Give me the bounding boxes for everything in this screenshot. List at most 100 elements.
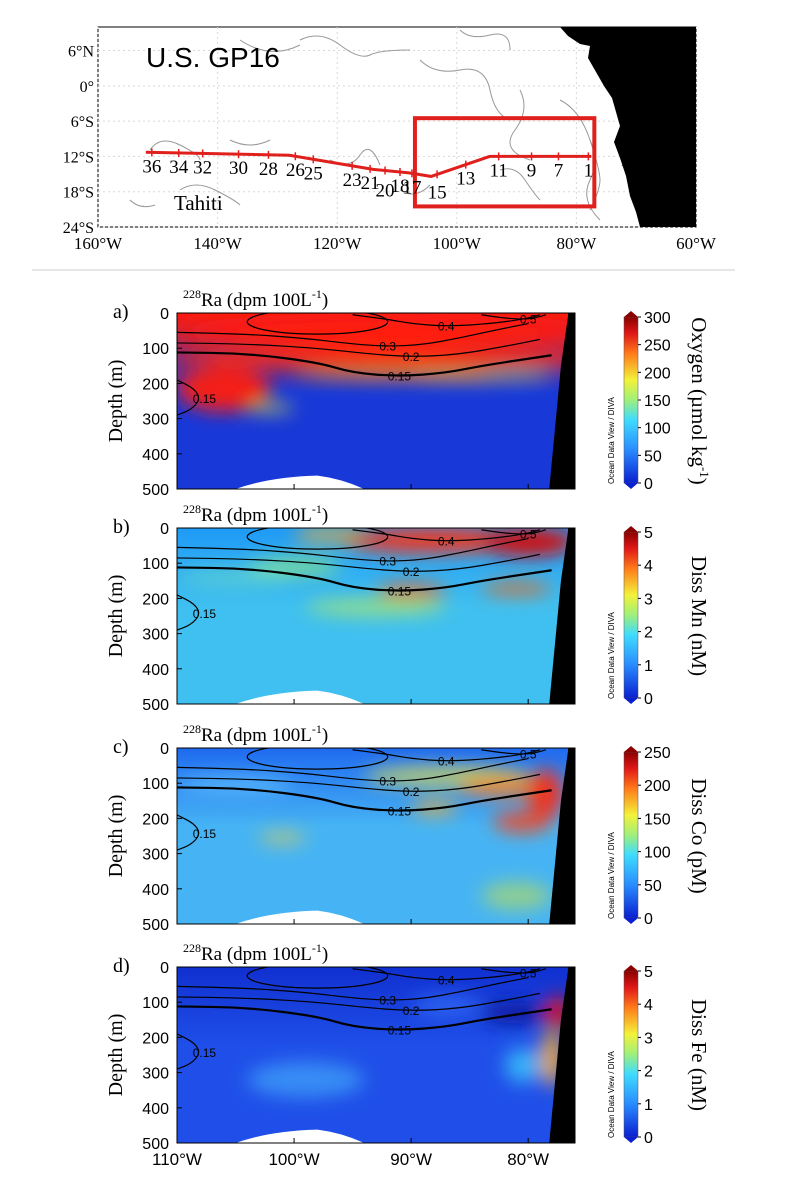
bathymetry-contour [229, 139, 271, 146]
colorbar-tick-label: 200 [644, 365, 671, 382]
continental-slope [549, 528, 575, 704]
ra-contour-loop [246, 313, 389, 335]
ra-contour-loop [246, 748, 389, 770]
colorbar-tick-label: 0 [644, 476, 653, 493]
longitude-tick-label: 140°W [193, 234, 242, 253]
colorbar-max-arrow [624, 965, 638, 971]
colorbar [623, 751, 639, 919]
colorbar-tick-label: 250 [644, 338, 671, 355]
section-panel: 0.150.20.30.40.50.150100200300400500Dept… [105, 722, 711, 934]
seafloor [235, 1129, 365, 1143]
property-patch [481, 582, 552, 595]
longitude-tick-label: 120°W [313, 234, 362, 253]
bathymetry-contour [419, 59, 511, 121]
ra-contours: 0.15 0.2 0.3 0.4 0.5 0.15 [177, 527, 552, 631]
depth-axis-label: Depth (m) [105, 360, 127, 443]
depth-tick-label: 500 [142, 697, 169, 714]
ra-contour-label: 0.15 [193, 1046, 217, 1060]
section-frame [176, 312, 576, 490]
depth-tick-label: 200 [142, 591, 169, 608]
ra-contour-label: 0.15 [388, 584, 412, 598]
ra-contour-label: 0.4 [438, 973, 455, 987]
station-label: 21 [361, 173, 380, 194]
depth-tick-label: 300 [142, 1066, 169, 1083]
station-label: 20 [376, 181, 395, 202]
ra-contour-line [177, 992, 540, 1011]
section-x-axis: 110°W 100°W 90°W 80°W [152, 1150, 549, 1169]
colorbar-tick-label: 2 [644, 625, 653, 642]
continental-slope [549, 313, 575, 489]
ra-contour-line [177, 566, 552, 592]
latitude-tick-label: 18°S [63, 185, 94, 202]
colorbar [623, 970, 639, 1138]
colorbar-tick-label: 0 [644, 1130, 653, 1147]
ra-contour-label: 0.5 [520, 527, 537, 541]
longitude-tick-label: 100°W [268, 1150, 319, 1169]
ra-contour-line [177, 379, 200, 416]
bathymetry-contour [499, 168, 541, 201]
longitude-tick-label: 60°W [676, 234, 717, 253]
colorbar-min-arrow [624, 483, 638, 489]
property-patch [457, 776, 552, 798]
colorbar-tick-label: 0 [644, 911, 653, 928]
station-label: 18 [390, 176, 409, 197]
depth-axis: 0 100 200 300 400 500 [142, 306, 529, 499]
colorbar-title: Diss Mn (nM) [687, 556, 711, 676]
station-label: 25 [304, 163, 323, 184]
ra-contour-line [177, 594, 200, 631]
ra-contour-label: 0.5 [520, 966, 537, 980]
property-patch [305, 598, 447, 616]
ra-contour-label: 0.15 [388, 1023, 412, 1037]
section-panel: 0.150.20.30.40.50.150100200300400500Dept… [105, 287, 712, 499]
ra-contour-line [177, 976, 529, 1001]
latitude-tick-label: 6°S [71, 114, 94, 131]
ra-title: 228Ra (dpm 100L-1) [183, 722, 328, 746]
ra-contour-label: 0.5 [520, 747, 537, 761]
ra-contour-line [177, 537, 529, 562]
colorbar-tick-label: 3 [644, 591, 653, 608]
depth-tick-label: 200 [142, 1030, 169, 1047]
colorbar-max-arrow [624, 311, 638, 317]
colorbar-tick-label: 3 [644, 1030, 653, 1047]
map-title: U.S. GP16 [146, 42, 280, 73]
ra-contour-label: 0.3 [379, 554, 396, 568]
cruise-track [145, 150, 592, 178]
section-field [177, 748, 575, 924]
bathymetry-contour [129, 199, 156, 208]
depth-tick-label: 100 [142, 995, 169, 1012]
station-label: 23 [343, 170, 362, 191]
ra-contour-line [177, 786, 552, 812]
colorbar-tick-label: 1 [644, 1097, 653, 1114]
property-patch [481, 881, 552, 910]
ra-contour-label: 0.15 [193, 607, 217, 621]
property-patch [247, 1062, 365, 1098]
latitude-axis: 6°N 0° 6°S 12°S 18°S 24°S [63, 44, 95, 237]
depth-tick-label: 100 [142, 776, 169, 793]
ra-contour-line [352, 314, 541, 327]
bathymetry-contour [459, 29, 511, 51]
ra-contour-line [481, 529, 546, 535]
depth-tick-label: 500 [142, 1136, 169, 1153]
colorbar-tick-label: 300 [644, 310, 671, 327]
ra-title: 228Ra (dpm 100L-1) [183, 502, 328, 526]
ra-contour-line [177, 814, 200, 851]
study-region-box [412, 116, 597, 209]
tahiti-label: Tahiti [174, 191, 223, 215]
colorbar-tick-label: 100 [644, 421, 671, 438]
ra-contour-line [177, 322, 529, 347]
depth-axis: 0 100 200 300 400 500 [142, 521, 529, 714]
colorbar-title: Diss Co (pM) [687, 778, 711, 894]
colorbar [623, 531, 639, 699]
station-label: 13 [456, 169, 475, 190]
colorbar-tick-label: 5 [644, 964, 653, 981]
depth-tick-label: 0 [160, 960, 169, 977]
ra-contour-loop [246, 967, 389, 989]
odv-credit: Ocean Data View / DIVA [607, 831, 616, 919]
seafloor [235, 910, 365, 924]
ra-contour-line [177, 757, 529, 782]
panel-letter: c) [113, 736, 129, 758]
colorbar-title: Oxygen (µmol kg-1) [687, 317, 712, 485]
station-label: 1 [584, 160, 594, 181]
station-label: 36 [142, 156, 161, 177]
depth-tick-label: 300 [142, 412, 169, 429]
